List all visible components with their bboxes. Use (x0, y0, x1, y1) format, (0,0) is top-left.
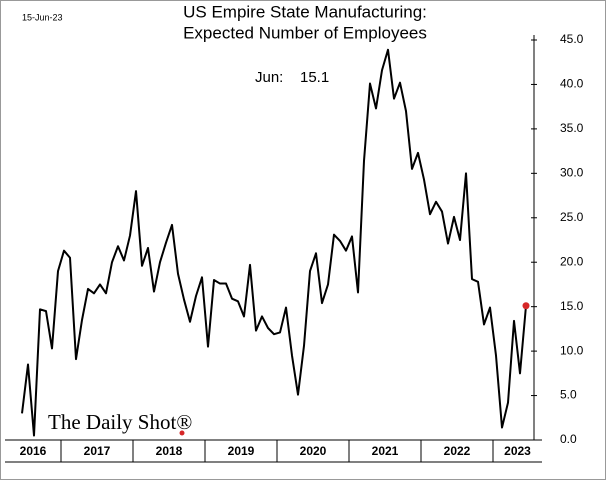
y-tick-label: 0.0 (560, 432, 577, 446)
last-point (522, 302, 530, 310)
x-tick-label: 2021 (372, 444, 399, 458)
date-label: 15-Jun-23 (22, 12, 63, 22)
y-tick-label: 30.0 (560, 166, 584, 180)
x-tick-label: 2023 (504, 444, 531, 458)
x-tick-label: 2016 (20, 444, 47, 458)
chart-title: US Empire State Manufacturing: (183, 2, 427, 21)
x-tick-label: 2020 (300, 444, 327, 458)
y-tick-label: 10.0 (560, 343, 584, 357)
y-tick-label: 40.0 (560, 77, 584, 91)
y-tick-label: 15.0 (560, 299, 584, 313)
chart-title: Expected Number of Employees (183, 23, 427, 42)
annotation-label: Jun: (255, 69, 283, 86)
x-tick-label: 2022 (444, 444, 471, 458)
x-tick-label: 2017 (84, 444, 111, 458)
y-tick-label: 45.0 (560, 32, 584, 46)
annotation-value: 15.1 (300, 69, 329, 86)
y-tick-label: 25.0 (560, 210, 584, 224)
x-tick-label: 2018 (156, 444, 183, 458)
watermark-dot (179, 430, 185, 436)
y-tick-label: 5.0 (560, 388, 577, 402)
line (21, 48, 527, 437)
x-tick-label: 2019 (228, 444, 255, 458)
y-tick-label: 35.0 (560, 121, 584, 135)
watermark: The Daily Shot® (48, 410, 192, 434)
y-tick-label: 20.0 (560, 254, 584, 268)
